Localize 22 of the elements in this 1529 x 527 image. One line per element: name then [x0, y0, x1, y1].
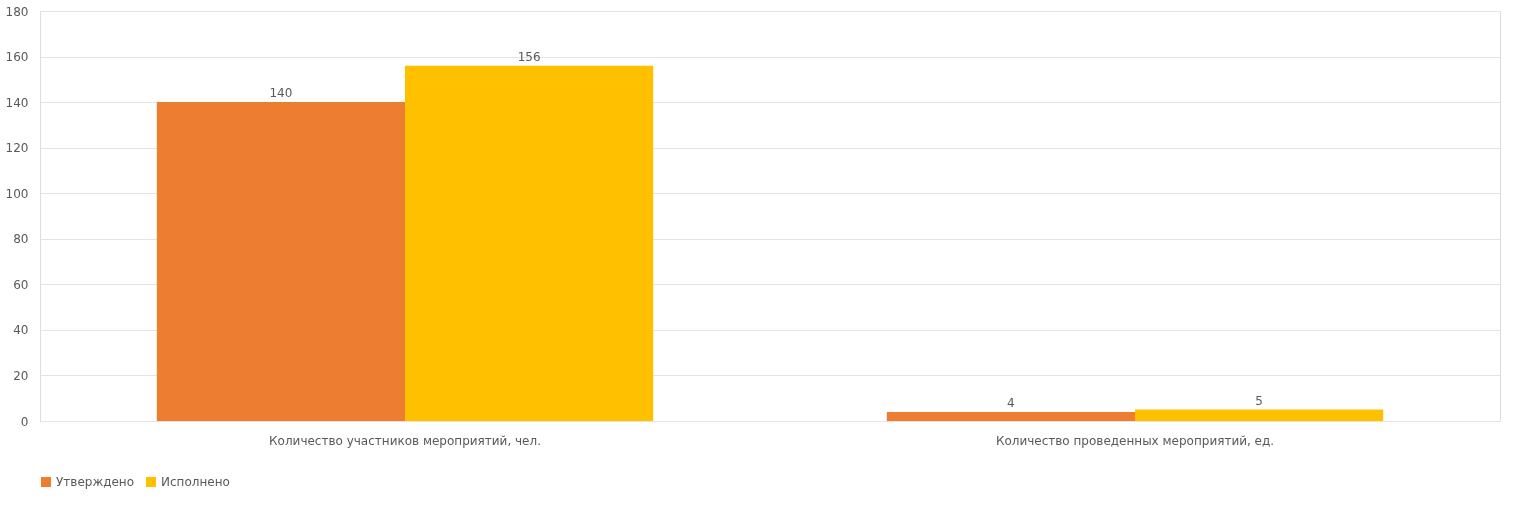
y-tick-label: 100 — [5, 186, 29, 201]
y-tick-label: 0 — [20, 414, 29, 429]
y-tick-label: 120 — [5, 141, 29, 156]
bar — [1135, 409, 1384, 421]
x-tick-label: Количество участников мероприятий, чел. — [269, 433, 541, 448]
data-label: 140 — [269, 86, 293, 101]
bar — [886, 411, 1135, 421]
data-label: 156 — [517, 49, 541, 64]
bar — [156, 102, 405, 421]
y-tick-label: 160 — [5, 50, 29, 65]
legend-label: Утверждено — [56, 475, 135, 489]
bar — [405, 65, 654, 421]
y-tick-label: 20 — [13, 368, 29, 383]
y-tick-label: 140 — [5, 95, 29, 110]
data-label: 4 — [1007, 395, 1015, 410]
data-label: 5 — [1255, 393, 1263, 408]
y-tick-label: 60 — [13, 277, 29, 292]
legend-label: Исполнено — [161, 475, 230, 489]
y-tick-label: 80 — [13, 232, 29, 247]
y-tick-label: 40 — [13, 323, 29, 338]
y-tick-label: 180 — [5, 4, 29, 19]
x-tick-label: Количество проведенных мероприятий, ед. — [995, 433, 1275, 448]
